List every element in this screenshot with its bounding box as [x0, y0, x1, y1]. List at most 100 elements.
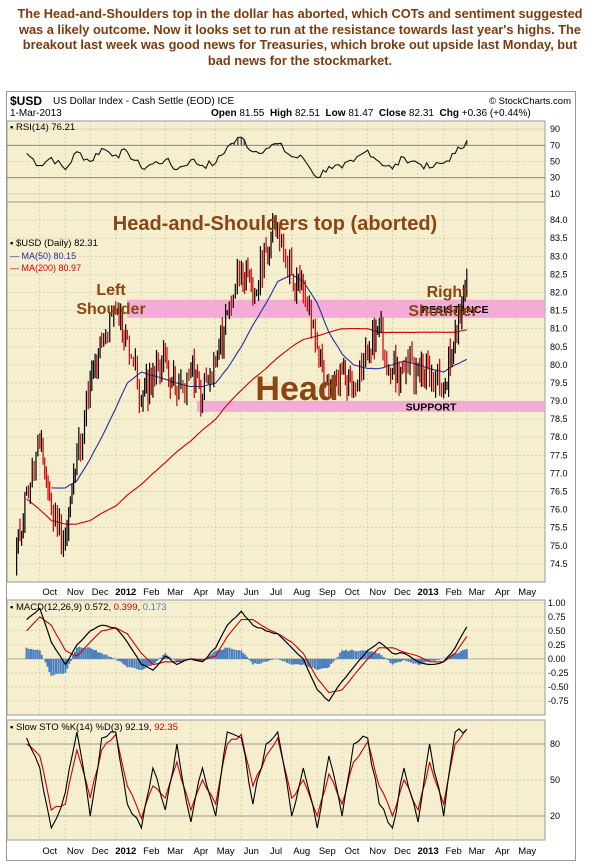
- rsi-tick-label: 10: [550, 189, 560, 199]
- x-tick-label: Oct: [345, 846, 360, 857]
- macd-histogram-bar: [48, 658, 51, 673]
- macd-histogram-bar: [84, 648, 87, 659]
- macd-histogram-bar: [158, 658, 161, 659]
- ohlc-readout: Open 81.55 High 82.51 Low 81.47 Close 82…: [211, 108, 531, 119]
- macd-histogram-bar: [46, 658, 49, 667]
- macd-histogram-bar: [463, 649, 466, 659]
- macd-tick-label: 0.50: [548, 626, 566, 636]
- symbol-description: US Dollar Index - Cash Settle (EOD) ICE: [53, 96, 235, 107]
- macd-histogram-bar: [162, 654, 165, 659]
- macd-panel: 1.00 0.75 0.50 0.25 0.00 -0.25 -0.50 -0.75 ▪ MA…: [7, 598, 569, 716]
- macd-histogram-bar: [40, 654, 43, 659]
- macd-histogram-bar: [36, 649, 39, 659]
- macd-histogram-bar: [348, 650, 351, 659]
- price-tick-label: 81.5: [550, 306, 568, 316]
- x-tick-label: Apr: [194, 846, 209, 857]
- macd-histogram-bar: [359, 650, 362, 659]
- sto-tick-label: 80: [550, 739, 560, 749]
- macd-histogram-bar: [66, 658, 69, 669]
- macd-histogram-bar: [52, 658, 55, 676]
- macd-histogram-bar: [366, 650, 369, 659]
- macd-histogram-bar: [246, 656, 249, 659]
- low-label: Low: [325, 108, 346, 119]
- macd-histogram-bar: [350, 649, 353, 659]
- macd-histogram-bar: [32, 649, 35, 659]
- price-tick-label: 83.0: [550, 251, 568, 261]
- macd-histogram-bar: [110, 657, 113, 659]
- macd-histogram-bar: [126, 658, 129, 668]
- macd-histogram-bar: [296, 658, 299, 665]
- macd-histogram-bar: [374, 651, 377, 659]
- macd-histogram-bar: [78, 646, 81, 659]
- macd-histogram-bar: [93, 650, 96, 659]
- symbol-label: $USD: [10, 94, 43, 108]
- macd-histogram-bar: [430, 658, 433, 661]
- macd-histogram-bar: [278, 658, 281, 660]
- macd-histogram-bar: [322, 658, 325, 669]
- sto-k-line: [26, 728, 468, 830]
- macd-histogram-bar: [391, 658, 394, 665]
- rsi-tick-label: 90: [550, 124, 560, 134]
- macd-histogram-bar: [116, 658, 119, 661]
- macd-histogram-bar: [242, 653, 245, 659]
- price-panel: 84.0 83.5 83.0 82.5 82.0 81.5 81.0 80.5 80.0 79.5…: [7, 201, 568, 583]
- macd-histogram-bar: [343, 650, 346, 659]
- macd-histogram-bar: [112, 658, 115, 659]
- macd-histogram-bar: [311, 658, 314, 668]
- macd-histogram-bar: [25, 647, 28, 659]
- macd-histogram-bar: [98, 652, 101, 659]
- price-tick-label: 77.5: [550, 450, 568, 460]
- rsi-panel-bg: [7, 120, 546, 203]
- macd-histogram-bar: [437, 658, 440, 660]
- macd-histogram-bar: [362, 650, 364, 659]
- macd-histogram-bar: [262, 658, 265, 662]
- macd-histogram-bar: [148, 658, 151, 666]
- price-tick-label: 77.0: [550, 468, 568, 478]
- macd-histogram-bar: [290, 658, 293, 665]
- macd-histogram-bar: [387, 658, 390, 661]
- macd-histogram-bar: [428, 658, 431, 662]
- price-tick-label: 78.5: [550, 414, 568, 424]
- macd-histogram-bar: [38, 650, 41, 659]
- macd-histogram-bar: [452, 653, 455, 659]
- x-tick-label: Apr: [495, 587, 510, 598]
- x-tick-label: Mar: [167, 587, 183, 598]
- macd-histogram-bar: [50, 658, 53, 676]
- x-tick-label: Nov: [369, 846, 386, 857]
- macd-histogram-bar: [133, 658, 136, 669]
- macd-histogram-bar: [309, 658, 312, 669]
- macd-histogram-bar: [57, 658, 60, 675]
- price-tick-label: 76.0: [550, 505, 568, 515]
- macd-histogram-bar: [254, 658, 257, 664]
- rsi-tick-label: 70: [550, 140, 560, 150]
- macd-histogram-bar: [131, 658, 134, 668]
- chart-frame: $USD US Dollar Index - Cash Settle (EOD)…: [6, 91, 576, 861]
- x-tick-label: Oct: [42, 587, 57, 598]
- macd-histogram-bar: [364, 650, 367, 659]
- macd-histogram-bar: [283, 658, 286, 662]
- macd-histogram-bar: [414, 658, 417, 664]
- macd-histogram-bar: [465, 649, 468, 659]
- x-tick-label: Dec: [394, 587, 411, 598]
- macd-histogram-bar: [103, 654, 106, 659]
- macd-histogram-bar: [258, 658, 261, 664]
- macd-histogram-bar: [27, 648, 30, 659]
- macd-histogram-bar: [435, 658, 438, 661]
- x-tick-label: Dec: [92, 587, 109, 598]
- x-tick-label: Jun: [244, 846, 259, 857]
- macd-histogram-bar: [64, 658, 67, 673]
- macd-histogram-bar: [135, 658, 138, 670]
- macd-histogram-bar: [376, 653, 379, 659]
- macd-histogram-bar: [156, 658, 159, 662]
- macd-histogram-bar: [218, 649, 221, 659]
- macd-histogram-bar: [29, 649, 32, 659]
- macd-histogram-bar: [384, 658, 387, 659]
- x-tick-label: Aug: [293, 587, 310, 598]
- sto-tick-label: 20: [550, 811, 560, 821]
- x-tick-label: Nov: [67, 587, 84, 598]
- macd-histogram-bar: [393, 658, 396, 664]
- x-tick-label: 2012: [115, 846, 136, 857]
- macd-histogram-bar: [354, 651, 357, 659]
- x-tick-label: May: [217, 846, 235, 857]
- macd-histogram-bar: [80, 647, 83, 659]
